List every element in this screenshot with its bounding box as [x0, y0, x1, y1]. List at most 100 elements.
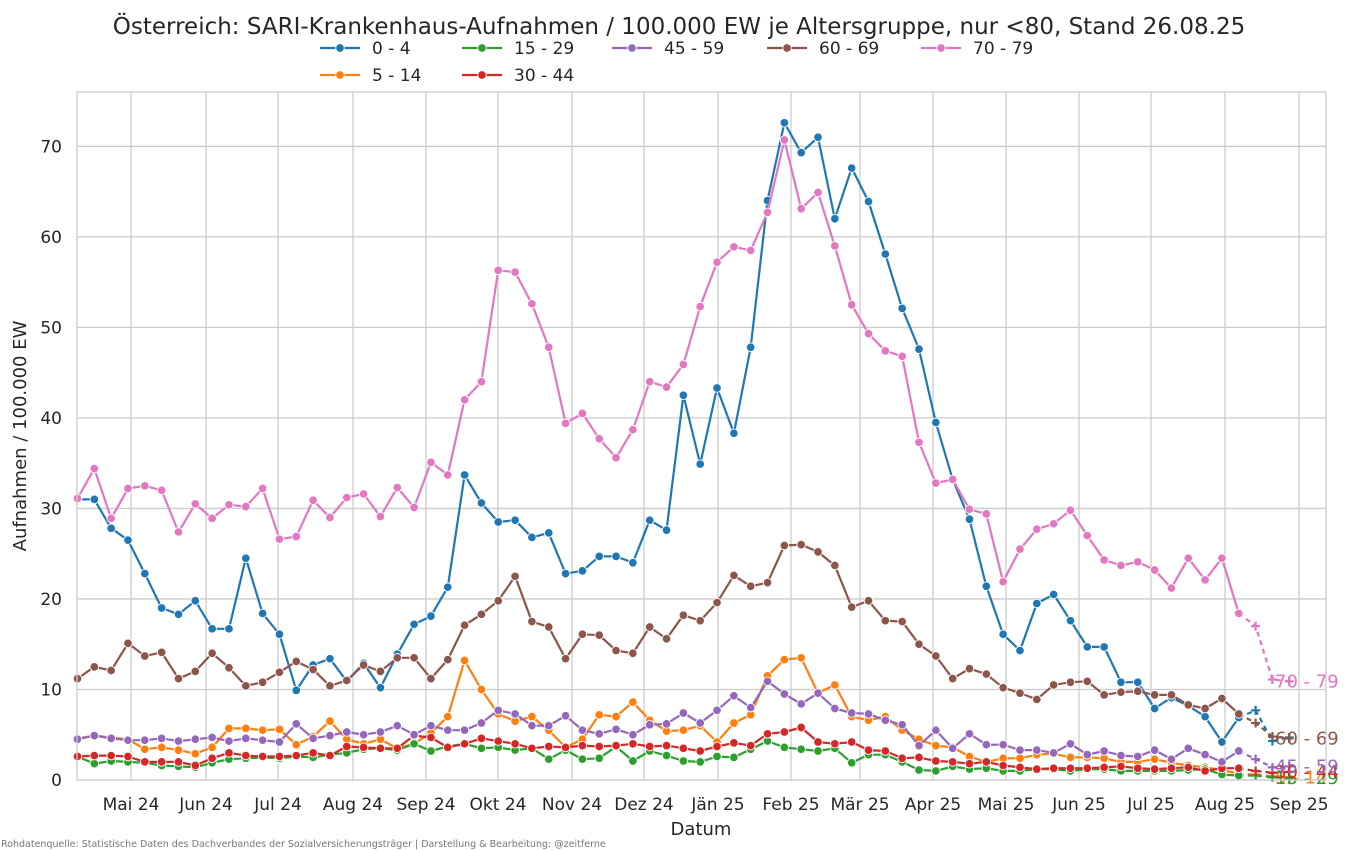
data-point: [644, 622, 655, 632]
data-point: [1200, 766, 1210, 776]
data-point: [1149, 565, 1160, 575]
data-point: [813, 547, 823, 557]
data-point: [594, 710, 604, 720]
data-point: [796, 653, 806, 663]
data-point: [628, 557, 638, 568]
data-point: [661, 634, 672, 644]
data-point: [190, 748, 201, 759]
legend-label: 70 - 79: [973, 39, 1033, 59]
legend-swatch-marker: [477, 70, 487, 80]
provisional-point: [1251, 621, 1261, 631]
data-point: [981, 509, 992, 519]
data-point: [1149, 754, 1160, 764]
data-point: [510, 739, 520, 749]
data-point: [695, 615, 705, 626]
data-point: [426, 720, 436, 731]
data-point: [325, 716, 335, 726]
data-point: [846, 758, 857, 768]
series-provisional-line: [1238, 708, 1290, 743]
data-point: [560, 710, 571, 721]
data-point: [224, 500, 234, 510]
x-tick-label: Jul 25: [1126, 795, 1175, 815]
data-point: [914, 639, 924, 649]
data-point: [1065, 505, 1076, 515]
data-point: [89, 662, 100, 672]
data-point: [1015, 688, 1025, 698]
data-point: [678, 725, 689, 735]
data-point: [493, 596, 504, 606]
data-point: [510, 709, 520, 719]
data-point: [325, 730, 335, 741]
data-point: [426, 457, 436, 468]
data-point: [729, 428, 739, 439]
data-point: [729, 738, 739, 748]
data-point: [678, 708, 689, 718]
y-tick-label: 60: [40, 228, 62, 248]
data-point: [1082, 530, 1093, 541]
provisional-point: [1251, 718, 1261, 728]
data-point: [190, 666, 201, 677]
data-point: [291, 531, 302, 542]
data-point: [931, 756, 941, 766]
data-point: [123, 751, 133, 762]
data-point: [678, 756, 689, 766]
data-point: [611, 452, 621, 463]
data-point: [1234, 709, 1244, 719]
data-point: [729, 718, 739, 728]
legend-label: 30 - 44: [514, 66, 574, 86]
data-point: [325, 653, 335, 664]
series-group: [72, 118, 1294, 783]
x-tick-label: Mai 25: [978, 795, 1035, 815]
data-point: [375, 666, 386, 677]
series-line: [76, 543, 1240, 715]
data-point: [459, 470, 470, 480]
data-point: [257, 608, 268, 619]
data-point: [661, 740, 672, 751]
series-line: [77, 726, 1239, 772]
provisional-point: [1267, 675, 1277, 685]
data-point: [1200, 711, 1210, 722]
data-point: [745, 581, 756, 592]
data-point: [678, 743, 689, 754]
data-point: [846, 602, 857, 612]
series-provisional-line: [1238, 612, 1290, 683]
y-tick-label: 70: [40, 137, 62, 157]
data-point: [813, 737, 823, 747]
data-point: [459, 620, 470, 630]
data-point: [173, 609, 184, 620]
x-tick-label: Jul 24: [253, 795, 302, 815]
data-point: [863, 596, 874, 606]
data-point: [190, 760, 201, 771]
data-point: [1166, 754, 1177, 764]
data-point: [998, 760, 1008, 771]
series-line: [77, 680, 1240, 763]
series-45-59: [72, 676, 1294, 772]
data-point: [880, 746, 891, 756]
x-tick-label: Jän 25: [690, 795, 744, 815]
data-point: [880, 715, 891, 726]
data-point: [796, 204, 806, 214]
data-point: [998, 739, 1008, 750]
data-point: [392, 482, 403, 493]
data-point: [1116, 761, 1126, 772]
data-point: [611, 740, 621, 751]
series-end-label: 30 - 44: [1275, 762, 1339, 783]
x-tick-label: Dez 24: [614, 795, 674, 815]
data-point: [897, 616, 907, 627]
plot-frame: [76, 91, 1327, 781]
data-point: [527, 720, 537, 731]
data-point: [914, 437, 924, 448]
data-point: [594, 741, 604, 752]
data-point: [375, 727, 386, 737]
data-point: [1116, 687, 1126, 697]
data-point: [1032, 694, 1042, 705]
data-point: [796, 699, 806, 709]
y-tick-label: 20: [40, 590, 62, 610]
legend: 0 - 4 15 - 29 45 - 59 60 - 69 70 - 79 5 - 14 3…: [320, 39, 1033, 86]
data-point: [830, 739, 840, 749]
data-point: [611, 645, 621, 656]
data-point: [241, 681, 251, 691]
data-point: [745, 342, 756, 353]
data-point: [981, 669, 992, 679]
data-point: [1099, 746, 1109, 756]
